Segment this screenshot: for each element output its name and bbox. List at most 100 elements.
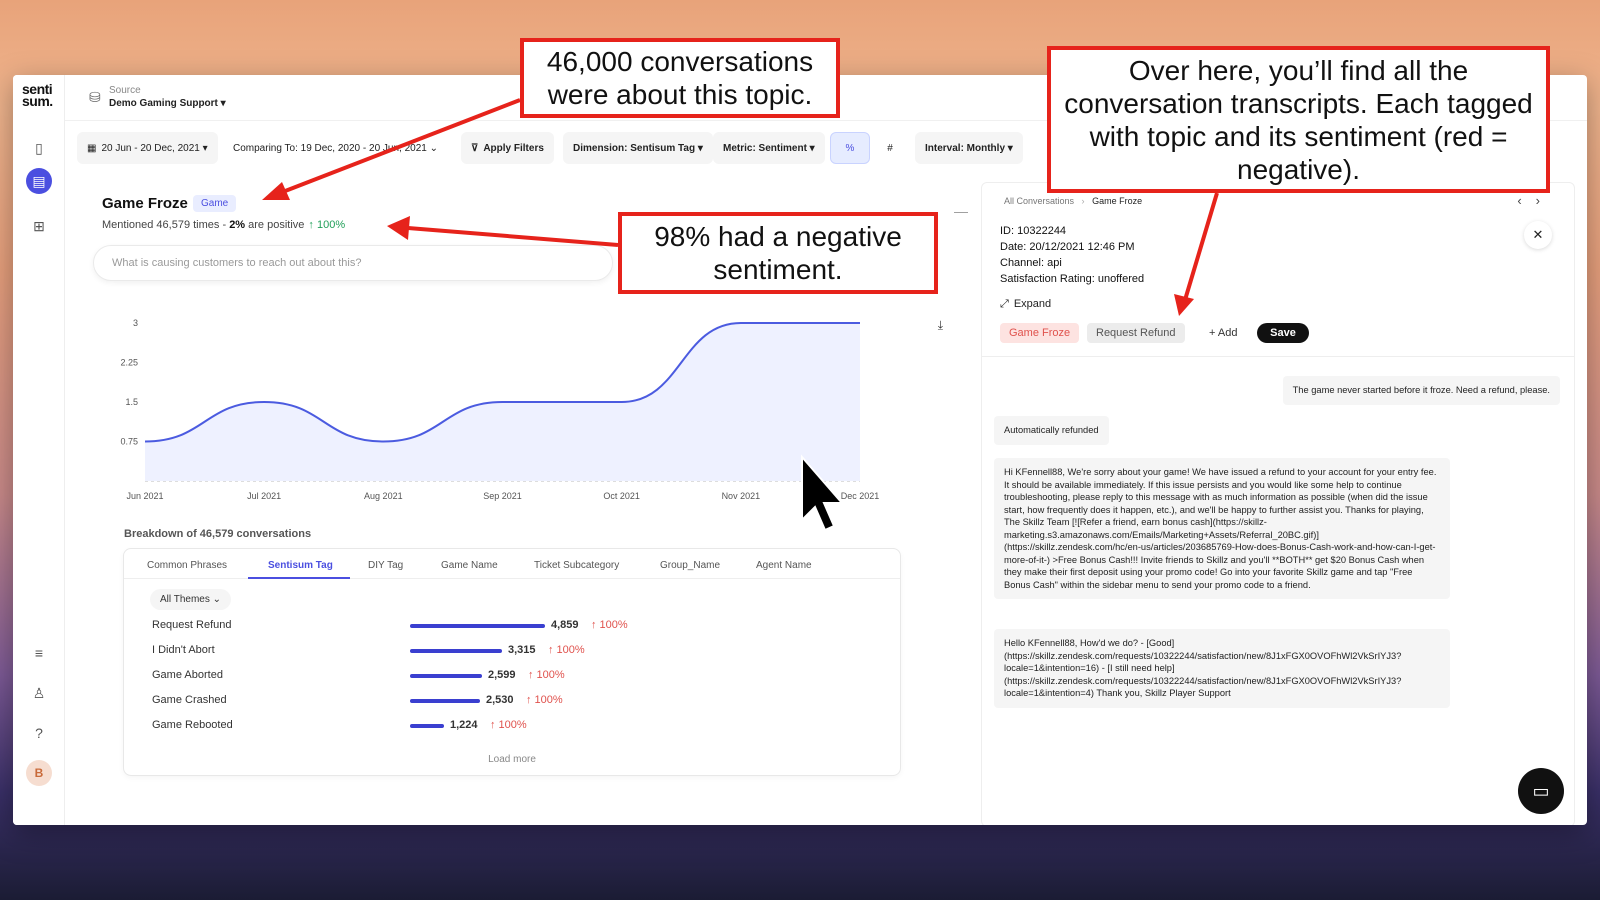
positive-change: ↑ 100%: [308, 219, 346, 231]
x-tick-label: Oct 2021: [603, 491, 640, 501]
y-tick-label: 0.75: [120, 437, 138, 447]
breakdown-row-count: 4,859: [551, 619, 579, 631]
positive-pct: 2%: [229, 219, 246, 231]
breakdown-row-bar: [410, 674, 482, 678]
tab-diy-tag[interactable]: DIY Tag: [368, 560, 404, 571]
download-icon[interactable]: ⤓: [937, 318, 943, 332]
breakdown-row-bar: [410, 699, 480, 703]
database-icon: ⛁: [89, 89, 101, 105]
divider: [982, 356, 1574, 357]
breakdown-row-pct: ↑ 100%: [591, 619, 628, 631]
previous-icon[interactable]: ‹: [1517, 193, 1536, 208]
auto-status-message: Automatically refunded: [994, 416, 1109, 445]
breakdown-row[interactable]: Game Aborted 2,599 ↑ 100%: [152, 667, 872, 685]
breadcrumb-separator-icon: ›: [1081, 196, 1085, 206]
conversation-id: ID: 10322244: [1000, 225, 1067, 237]
expand-icon: ⤢: [1000, 298, 1009, 310]
save-button[interactable]: Save: [1257, 323, 1309, 343]
breakdown-row-bar: [410, 624, 545, 628]
tab-game-name[interactable]: Game Name: [441, 560, 498, 571]
tab-agent-name[interactable]: Agent Name: [756, 560, 812, 571]
app-window: senti sum. ▯ ▤ ⊞ ≡ ♙ ? B ⛁ Source Demo G…: [13, 75, 1587, 825]
tab-group-name[interactable]: Group_Name: [660, 560, 721, 571]
customer-message: The game never started before it froze. …: [1282, 376, 1560, 405]
conversation-nav: ‹›: [1517, 193, 1554, 208]
topic-title: Game Froze: [102, 195, 188, 212]
breadcrumb-root[interactable]: All Conversations: [1004, 196, 1075, 206]
app-logo[interactable]: senti sum.: [22, 81, 53, 109]
book-icon[interactable]: ▯: [35, 139, 43, 156]
left-rail: senti sum. ▯ ▤ ⊞ ≡ ♙ ? B: [13, 75, 65, 825]
breakdown-row[interactable]: Game Rebooted 1,224 ↑ 100%: [152, 717, 872, 735]
breakdown-row[interactable]: I Didn't Abort 3,315 ↑ 100%: [152, 642, 872, 660]
survey-message: Hello KFennell88, How'd we do? - [Good](…: [994, 629, 1450, 708]
breakdown-row-name: Game Aborted: [152, 669, 223, 681]
breakdown-row-pct: ↑ 100%: [490, 719, 527, 731]
breakdown-row-count: 2,530: [486, 694, 514, 706]
close-icon: ✕: [1532, 227, 1544, 242]
source-label: Source: [109, 85, 141, 96]
date-range-label: 20 Jun - 20 Dec, 2021 ▾: [101, 142, 208, 154]
breakdown-row[interactable]: Request Refund 4,859 ↑ 100%: [152, 617, 872, 635]
mention-prefix: Mentioned 46,579 times -: [102, 219, 230, 231]
grid-icon[interactable]: ⊞: [33, 217, 45, 234]
mention-suffix: are positive: [245, 219, 305, 231]
top-bar: ⛁ Source Demo Gaming Support ▾: [65, 75, 1587, 121]
conversation-rating: Satisfaction Rating: unoffered: [1000, 273, 1145, 285]
breakdown-row-name: Request Refund: [152, 619, 232, 631]
breakdown-panel: Common Phrases Sentisum Tag DIY Tag Game…: [123, 548, 901, 776]
breakdown-row-name: Game Crashed: [152, 694, 227, 706]
breakdown-row-pct: ↑ 100%: [528, 669, 565, 681]
help-icon[interactable]: ?: [35, 725, 43, 741]
conversation-date: Date: 20/12/2021 12:46 PM: [1000, 241, 1135, 253]
add-tag-button[interactable]: + Add: [1209, 327, 1238, 339]
ask-question-input[interactable]: What is causing customers to reach out a…: [93, 245, 613, 281]
breakdown-row-count: 3,315: [508, 644, 536, 656]
tab-common-phrases[interactable]: Common Phrases: [147, 560, 228, 571]
load-more-button[interactable]: Load more: [488, 754, 536, 765]
interval-dropdown[interactable]: Interval: Monthly ▾: [915, 132, 1023, 164]
breakdown-row-count: 1,224: [450, 719, 478, 731]
y-tick-label: 2.25: [120, 358, 138, 368]
y-tick-label: 3: [133, 318, 138, 328]
filter-icon: ⊽: [471, 142, 479, 154]
active-tab-underline: [248, 577, 350, 579]
conversation-panel: All Conversations › Game Froze ‹› ID: 10…: [981, 182, 1575, 825]
tag-chip-neutral[interactable]: Request Refund: [1087, 323, 1185, 343]
breakdown-row-bar: [410, 724, 444, 728]
avatar[interactable]: B: [26, 760, 52, 786]
percent-toggle[interactable]: %: [830, 132, 870, 164]
metric-dropdown[interactable]: Metric: Sentiment ▾: [713, 132, 825, 164]
conversation-meta: ID: 10322244 Date: 20/12/2021 12:46 PM C…: [1000, 223, 1144, 287]
add-user-icon[interactable]: ♙: [32, 684, 46, 701]
x-tick-label: Jul 2021: [247, 491, 281, 501]
breakdown-row-count: 2,599: [488, 669, 516, 681]
dimension-dropdown[interactable]: Dimension: Sentisum Tag ▾: [563, 132, 713, 164]
x-tick-label: Sep 2021: [483, 491, 522, 501]
count-toggle[interactable]: #: [870, 132, 910, 164]
tab-ticket-subcategory[interactable]: Ticket Subcategory: [534, 560, 620, 571]
breakdown-row[interactable]: Game Crashed 2,530 ↑ 100%: [152, 692, 872, 710]
mention-summary: Mentioned 46,579 times - 2% are positive…: [102, 219, 345, 231]
source-value[interactable]: Demo Gaming Support ▾: [109, 98, 226, 109]
tag-chip-negative[interactable]: Game Froze: [1000, 323, 1080, 343]
breakdown-row-pct: ↑ 100%: [526, 694, 563, 706]
themes-filter[interactable]: All Themes ⌄: [150, 589, 231, 610]
callout-negative: 98% had a negative sentiment.: [618, 212, 938, 294]
tab-sentisum-tag[interactable]: Sentisum Tag: [268, 560, 333, 571]
close-button[interactable]: ✕: [1524, 221, 1552, 249]
comparison-picker[interactable]: Comparing To: 19 Dec, 2020 - 20 Jun, 202…: [233, 142, 438, 154]
chat-widget-button[interactable]: ▭: [1518, 768, 1564, 814]
apply-filters-button[interactable]: ⊽ Apply Filters: [461, 132, 554, 164]
date-range-picker[interactable]: ▦ 20 Jun - 20 Dec, 2021 ▾: [77, 132, 218, 164]
open-book-icon[interactable]: ▤: [26, 168, 52, 194]
calendar-icon: ▦: [87, 142, 97, 154]
topic-category-badge: Game: [193, 195, 237, 212]
y-tick-label: 1.5: [125, 397, 138, 407]
next-icon[interactable]: ›: [1535, 193, 1554, 208]
database-icon[interactable]: ≡: [34, 645, 44, 661]
expand-label: Expand: [1013, 298, 1052, 310]
expand-button[interactable]: ⤢ Expand: [1000, 298, 1051, 311]
chat-icon: ▭: [1532, 780, 1550, 801]
minimize-icon[interactable]: —: [954, 203, 968, 219]
